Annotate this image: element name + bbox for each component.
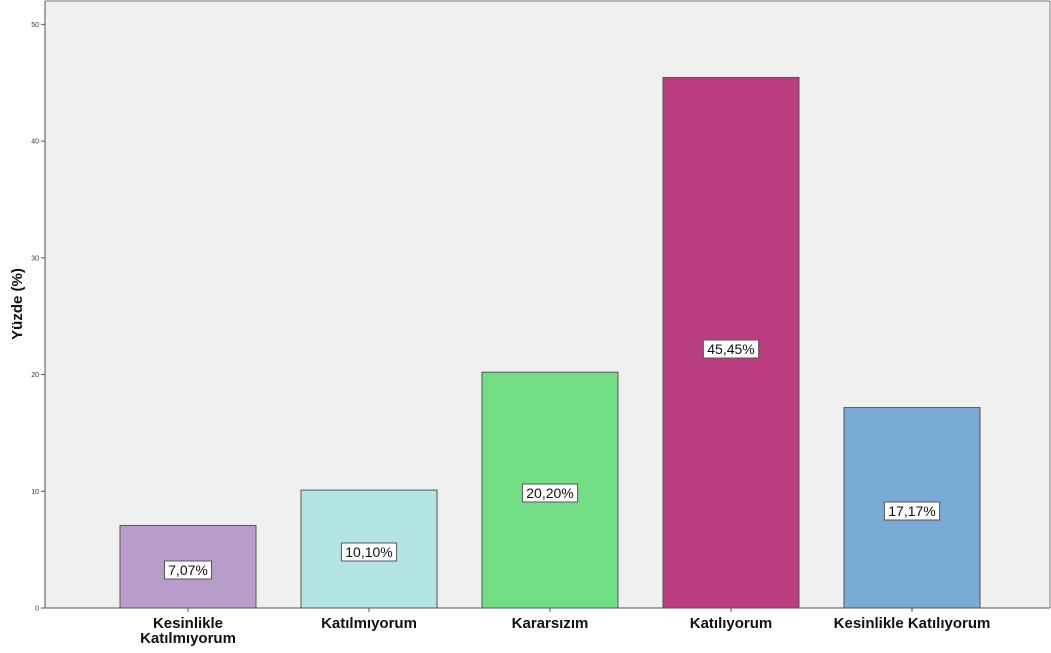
x-tick-label: Kesinlikle Katılmıyorum [140, 615, 236, 647]
data-label: 45,45% [707, 341, 754, 357]
data-label-box [521, 483, 579, 503]
y-tick-label: 30 [31, 255, 39, 262]
y-tick-label: 10 [31, 489, 39, 496]
y-ticks-group: 0 10 20 30 40 50 [31, 22, 45, 613]
y-axis-title: Yüzde (%) [9, 268, 26, 340]
x-tick-label: Katılıyorum [690, 615, 773, 632]
data-label: 20,20% [526, 485, 573, 501]
y-tick-label: 40 [31, 139, 39, 146]
y-tick-label: 0 [35, 606, 39, 613]
data-label: 17,17% [888, 503, 935, 519]
x-tick-label: Kararsızım [512, 615, 589, 632]
data-label-box [340, 542, 398, 562]
data-label: 10,10% [345, 544, 392, 560]
data-label-box [164, 560, 212, 580]
data-label-box [702, 339, 760, 359]
data-label-box [883, 501, 941, 521]
data-labels-group: 7,07% 10,10% 20,20% 45,45% 17,17% [164, 339, 941, 580]
x-tick-label: Katılmıyorum [321, 615, 417, 632]
x-labels-group: Kesinlikle Katılmıyorum Katılmıyorum Karars… [140, 608, 990, 647]
y-tick-label: 20 [31, 372, 39, 379]
y-tick-label: 50 [31, 22, 39, 29]
data-label: 7,07% [168, 562, 208, 578]
x-tick-label: Kesinlikle Katılıyorum [834, 615, 991, 632]
